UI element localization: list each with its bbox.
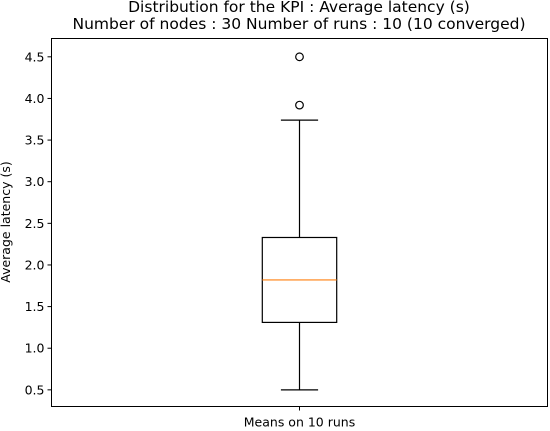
y-tick-label: 3.0: [25, 174, 45, 189]
y-axis-label: Average latency (s): [0, 161, 13, 282]
outlier-point: [295, 100, 304, 110]
y-tick-label: 2.5: [25, 216, 45, 231]
y-tick-label: 1.5: [25, 299, 45, 314]
y-axis-ticks: 0.5 1.0 1.5 2.0 2.5 3.0 3.5 4.0 4.5: [25, 49, 52, 397]
chart-subtitle: Number of nodes : 30 Number of runs : 10…: [72, 15, 525, 33]
x-axis-ticks: Means on 10 runs: [244, 406, 355, 430]
y-tick-label: 4.5: [25, 49, 45, 64]
y-tick-label: 4.0: [25, 91, 45, 106]
plot-area-frame: [51, 38, 548, 407]
y-tick-label: 1.0: [25, 341, 45, 356]
chart-title: Distribution for the KPI : Average laten…: [128, 0, 470, 16]
y-tick-label: 3.5: [25, 133, 45, 148]
y-tick-label: 2.0: [25, 257, 45, 272]
boxes-layer: [261, 52, 338, 391]
x-tick-label: Means on 10 runs: [244, 415, 355, 430]
outlier-point: [295, 52, 304, 62]
y-tick-label: 0.5: [25, 382, 45, 397]
